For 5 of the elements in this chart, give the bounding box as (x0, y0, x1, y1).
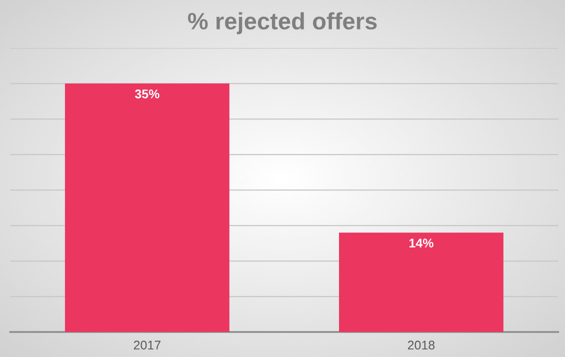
data-label: 14% (409, 238, 434, 248)
x-tick-label: 2017 (134, 340, 160, 350)
data-label: 35% (134, 90, 160, 98)
chart-title: % rejected offers (188, 12, 377, 34)
x-tick-label: 2018 (408, 340, 435, 350)
